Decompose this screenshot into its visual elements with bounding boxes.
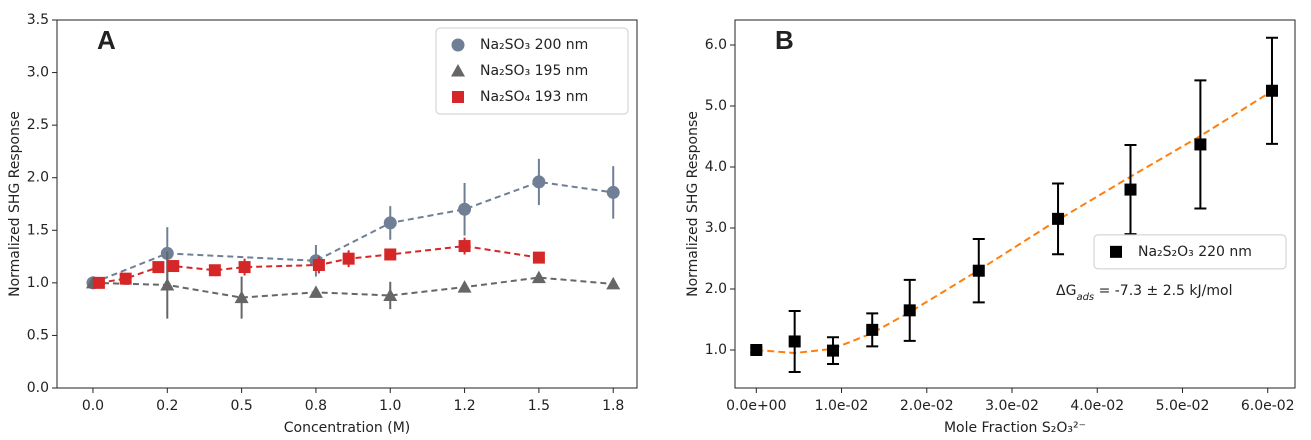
marker <box>383 288 398 301</box>
annotation: ΔGads = -7.3 ± 2.5 kJ/mol <box>1056 283 1232 303</box>
x-tick-label: 0.8 <box>305 398 327 414</box>
annotation-part: ΔG <box>1056 283 1076 299</box>
x-tick-label: 3.0e-02 <box>985 398 1039 414</box>
legend-marker <box>451 64 465 77</box>
y-tick-label: 5.0 <box>705 98 727 114</box>
y-tick-label: 6.0 <box>705 37 727 53</box>
legend-label: Na₂SO₄ 193 nm <box>480 89 588 105</box>
y-tick-label: 3.0 <box>705 220 727 236</box>
annotation-part: = -7.3 ± 2.5 kJ/mol <box>1094 283 1232 299</box>
annotation-part: ads <box>1076 291 1094 302</box>
series-line <box>98 245 540 284</box>
legend-marker <box>1110 245 1122 258</box>
marker <box>457 280 472 293</box>
marker <box>1052 212 1065 225</box>
marker <box>606 276 621 290</box>
marker <box>827 344 840 357</box>
x-tick-label: 1.0 <box>379 398 401 414</box>
marker <box>342 252 355 265</box>
legend-label: Na₂SO₃ 200 nm <box>480 37 588 53</box>
x-tick-label: 0.2 <box>156 398 178 414</box>
marker <box>383 216 397 230</box>
legend-label: Na₂S₂O₃ 220 nm <box>1138 244 1252 260</box>
marker <box>750 343 763 356</box>
legend-box <box>435 27 629 115</box>
marker <box>1124 183 1137 196</box>
y-tick-label: 3.5 <box>27 12 49 28</box>
x-tick-label: 0.5 <box>230 398 252 414</box>
y-tick-label: 1.0 <box>705 342 727 358</box>
y-axis-label: Normalized SHG Response <box>685 111 701 297</box>
y-axis-label: Normalized SHG Response <box>7 111 23 297</box>
panel-label: A <box>97 25 116 55</box>
axes-frame <box>56 19 638 389</box>
marker <box>312 258 325 271</box>
x-tick-label: 1.0e-02 <box>815 398 869 414</box>
marker <box>92 276 105 289</box>
marker <box>606 185 620 199</box>
x-tick-label: 0.0e+00 <box>726 398 786 414</box>
marker <box>1194 138 1207 151</box>
panel-label: B <box>775 25 794 55</box>
marker <box>458 240 471 253</box>
x-tick-label: 1.5 <box>528 398 550 414</box>
marker <box>160 277 175 291</box>
y-tick-label: 3.0 <box>27 65 49 81</box>
x-tick-label: 5.0e-02 <box>1156 398 1210 414</box>
marker <box>234 290 249 304</box>
marker <box>788 335 801 348</box>
x-axis-label: Concentration (M) <box>284 420 411 436</box>
x-axis-label: Mole Fraction S₂O₃²⁻ <box>944 420 1086 436</box>
x-tick-label: 6.0e-02 <box>1241 398 1295 414</box>
marker <box>167 260 180 273</box>
y-tick-label: 0.5 <box>27 327 49 343</box>
series-line <box>92 276 614 299</box>
x-tick-label: 1.2 <box>453 398 475 414</box>
x-tick-label: 1.8 <box>602 398 624 414</box>
marker <box>903 304 916 317</box>
marker <box>384 248 397 261</box>
x-tick-label: 2.0e-02 <box>900 398 954 414</box>
marker <box>531 270 546 284</box>
legend-marker <box>451 38 465 52</box>
fit-line <box>756 92 1269 355</box>
y-tick-label: 2.0 <box>27 170 49 186</box>
legend-box <box>1093 234 1287 270</box>
x-tick-label: 0.0 <box>82 398 104 414</box>
x-tick-label: 4.0e-02 <box>1070 398 1124 414</box>
marker <box>119 272 132 285</box>
marker <box>308 285 323 298</box>
marker <box>458 202 472 216</box>
marker <box>152 261 165 274</box>
y-tick-label: 4.0 <box>705 159 727 175</box>
y-tick-label: 1.0 <box>27 275 49 291</box>
legend-label: Na₂SO₃ 195 nm <box>480 63 588 79</box>
y-tick-label: 0.0 <box>27 380 49 396</box>
marker <box>238 261 251 274</box>
marker <box>532 175 546 189</box>
marker <box>1265 84 1278 97</box>
marker <box>972 264 985 277</box>
y-tick-label: 2.5 <box>27 117 49 133</box>
axes-frame <box>734 19 1296 389</box>
marker <box>866 323 879 336</box>
marker <box>532 251 545 264</box>
marker <box>208 264 221 277</box>
y-tick-label: 2.0 <box>705 281 727 297</box>
y-tick-label: 1.5 <box>27 222 49 238</box>
legend-marker <box>452 91 464 103</box>
